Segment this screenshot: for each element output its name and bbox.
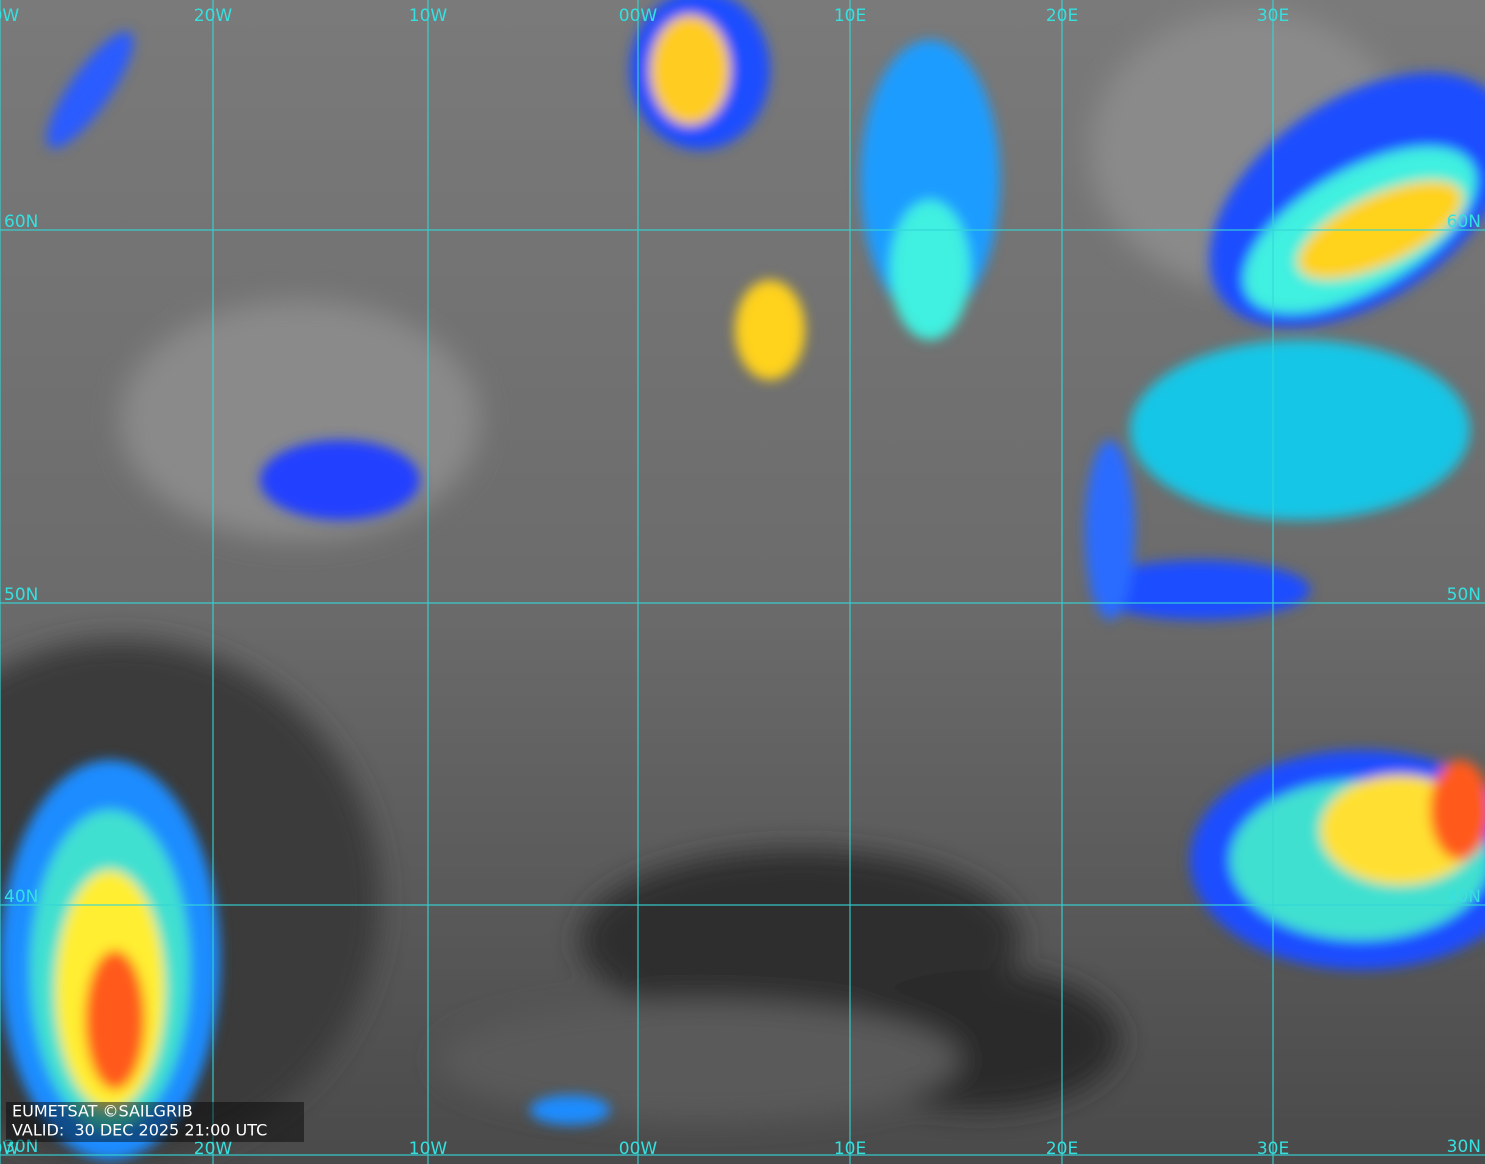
credit: EUMETSAT ©SAILGRIB [12, 1102, 193, 1121]
longitude-label: 30W [0, 1139, 19, 1159]
longitude-label: 30E [1257, 1139, 1289, 1159]
longitude-label: 20E [1046, 6, 1078, 26]
latitude-label: 50N [1447, 585, 1481, 605]
latitude-label: 40N [1447, 887, 1481, 907]
latitude-label: 60N [4, 212, 38, 232]
latitude-label: 30N [4, 1137, 38, 1157]
longitude-label: 20E [1046, 1139, 1078, 1159]
longitude-label: 00W [619, 1139, 658, 1159]
longitude-label: 00W [619, 6, 658, 26]
longitude-label: 20W [194, 1139, 233, 1159]
latitude-label: 30N [1447, 1137, 1481, 1157]
longitude-label: 20W [194, 6, 233, 26]
latitude-label: 50N [4, 585, 38, 605]
longitude-label: 10W [409, 1139, 448, 1159]
latitude-label: 40N [4, 887, 38, 907]
longitude-label: 30E [1257, 6, 1289, 26]
credit-box [6, 1102, 304, 1142]
longitude-label: 30W [0, 6, 19, 26]
longitude-label: 10E [834, 1139, 866, 1159]
longitude-label: 10W [409, 6, 448, 26]
graticule-labels: 30W 30W 20W 20W 10W 10W 00W 00W 10E 10E 20E 20E 30E 3… [0, 6, 1481, 1159]
latitude-label: 60N [1447, 212, 1481, 232]
valid-time: VALID: 30 DEC 2025 21:00 UTC [12, 1121, 267, 1140]
longitude-label: 10E [834, 6, 866, 26]
